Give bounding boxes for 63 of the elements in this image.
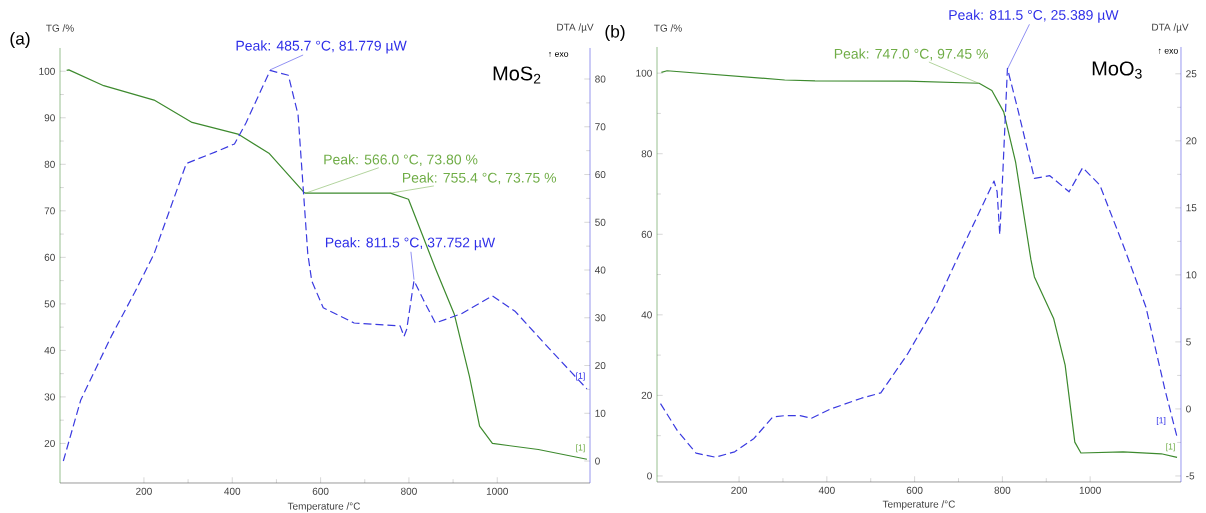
y-axis-title: TG /% — [654, 24, 682, 32]
y-tick-label: 70 — [44, 207, 55, 215]
y2-tick-label: 50 — [595, 218, 606, 226]
annotation: Peak: 566.0 °C, 73.80 % — [324, 154, 478, 167]
chart-title: (b) — [605, 24, 625, 42]
y2-axis-title: DTA /µV — [557, 23, 594, 33]
y2-tick-label: 40 — [594, 266, 606, 274]
y-tick-label: 100 — [39, 67, 55, 75]
y2-tick-label: 30 — [595, 314, 606, 322]
y2-tick-label: 25 — [1186, 70, 1197, 78]
annotation: Peak: 811.5 °C, 37.752 µW — [325, 237, 496, 251]
annotation: Peak: 755.4 °C, 73.75 % — [402, 172, 557, 185]
y2-tick-label: 0 — [1186, 405, 1191, 413]
y-tick-label: 80 — [44, 160, 55, 168]
x-tick-label: 200 — [731, 486, 748, 494]
y2-tick-label: 10 — [1186, 271, 1197, 279]
y-tick-label: 20 — [44, 439, 55, 447]
x-tick-label: 1000 — [1079, 486, 1101, 494]
y2-tick-label: -5 — [1186, 472, 1195, 480]
annotation: Peak: 747.0 °C, 97.45 % — [834, 48, 988, 61]
y2-tick-label: 5 — [1186, 338, 1191, 346]
y2-tick-label: 70 — [595, 123, 606, 131]
x-axis-title: Temperature /°C — [287, 502, 361, 512]
y-tick-label: 30 — [44, 393, 55, 401]
y-tick-label: 90 — [44, 114, 55, 122]
x-tick-label: 400 — [224, 487, 241, 495]
annotation: ↑ exo — [549, 51, 569, 58]
y-tick-label: 40 — [44, 346, 55, 354]
x-tick-label: 1000 — [486, 487, 508, 495]
y2-tick-label: 15 — [1186, 204, 1197, 212]
x-tick-label: 800 — [401, 487, 417, 495]
y2-tick-label: 80 — [595, 75, 606, 83]
annotation: [1] — [576, 372, 585, 381]
y-axis-title: TG /% — [46, 24, 74, 32]
x-tick-label: 600 — [906, 486, 923, 494]
y2-tick-label: 20 — [1186, 137, 1197, 145]
y-tick-label: 40 — [641, 311, 652, 319]
y-tick-label: 60 — [44, 253, 55, 261]
y-tick-label: 20 — [641, 391, 652, 399]
y2-tick-label: 10 — [595, 409, 606, 417]
y-tick-label: 50 — [44, 300, 55, 308]
y-tick-label: 80 — [641, 150, 652, 158]
annotation: Peak: 811.5 °C, 25.389 µW — [949, 9, 1119, 23]
annotation: MoO$_{3}$ — [1092, 61, 1142, 79]
annotation: ↑ exo — [1158, 48, 1178, 54]
x-tick-label: 600 — [312, 487, 329, 495]
annotation: [1] — [576, 444, 585, 453]
y-tick-label: 60 — [641, 230, 652, 238]
chart-title: (a) — [10, 31, 30, 49]
y2-tick-label: 60 — [595, 170, 606, 179]
annotation: Peak: 485.7 °C, 81.779 µW — [236, 40, 407, 54]
annotation: MoS$_{2}$ — [493, 66, 541, 84]
y-tick-label: 100 — [636, 69, 652, 77]
x-tick-label: 400 — [818, 486, 835, 494]
annotation: [1] — [1166, 443, 1175, 452]
x-tick-label: 800 — [994, 486, 1011, 494]
x-tick-label: 200 — [136, 487, 152, 495]
x-axis-title: Temperature /°C — [882, 500, 956, 510]
y2-tick-label: 0 — [595, 457, 600, 465]
y2-axis-title: DTA /µV — [1152, 23, 1189, 33]
y-tick-label: 0 — [647, 472, 652, 480]
annotation: [1] — [1156, 417, 1166, 426]
y2-tick-label: 20 — [595, 361, 606, 370]
